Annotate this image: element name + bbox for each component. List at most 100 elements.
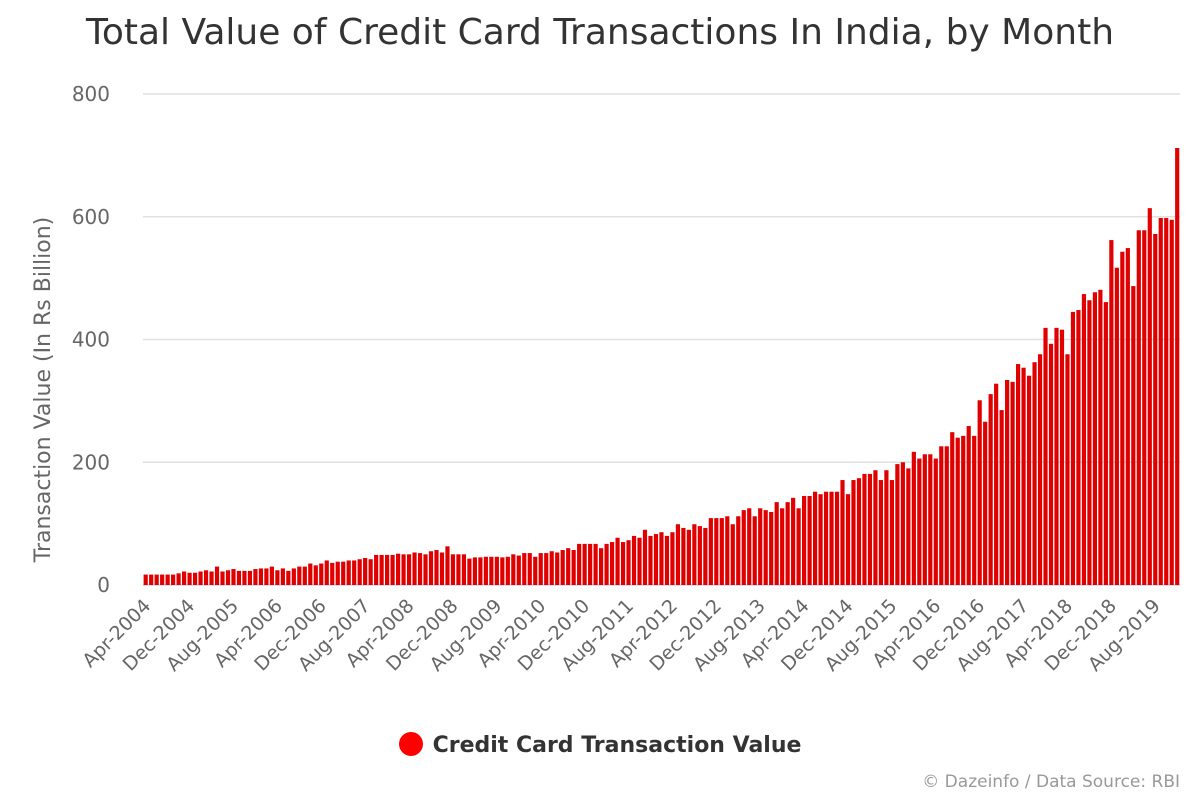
bar xyxy=(895,464,900,585)
bar xyxy=(1076,310,1081,585)
bar xyxy=(829,491,834,585)
bar xyxy=(439,552,445,585)
bar xyxy=(1142,230,1147,585)
bar xyxy=(203,570,209,585)
bar xyxy=(966,426,971,585)
bar xyxy=(417,553,423,585)
bar xyxy=(807,496,812,585)
bar xyxy=(994,383,999,585)
bar xyxy=(637,537,642,585)
bar xyxy=(917,458,922,585)
bar xyxy=(214,566,220,585)
chart-title: Total Value of Credit Card Transactions … xyxy=(85,12,1115,53)
bar xyxy=(582,543,587,585)
legend-marker xyxy=(398,732,423,756)
bar xyxy=(840,480,845,585)
bar xyxy=(769,511,774,585)
bar xyxy=(165,574,170,585)
bar xyxy=(390,554,395,585)
bar xyxy=(681,527,686,585)
bar xyxy=(516,555,521,585)
bar xyxy=(423,554,428,585)
bar xyxy=(780,508,785,585)
legend[interactable]: Credit Card Transaction Value xyxy=(0,732,1200,758)
bar xyxy=(297,566,302,585)
bar xyxy=(577,543,582,585)
bar xyxy=(247,570,253,585)
bar xyxy=(1048,343,1054,585)
bar xyxy=(1005,380,1010,585)
bar xyxy=(675,524,681,585)
bar xyxy=(774,502,779,585)
bar xyxy=(922,454,927,585)
bar xyxy=(1164,217,1169,586)
bar xyxy=(489,556,494,585)
bar xyxy=(456,554,461,585)
bar xyxy=(747,508,752,585)
bar xyxy=(1065,354,1070,585)
bar xyxy=(961,435,966,585)
bar xyxy=(483,556,488,585)
bar xyxy=(758,508,763,585)
bar xyxy=(467,558,472,585)
bar xyxy=(198,571,203,585)
bar xyxy=(385,554,390,585)
bar xyxy=(730,524,735,585)
bar xyxy=(818,494,823,585)
bar xyxy=(511,554,516,585)
bar xyxy=(725,516,730,585)
bar xyxy=(988,394,993,585)
bar xyxy=(445,546,450,585)
y-tick-label: 400 xyxy=(72,328,110,352)
bar xyxy=(253,569,258,585)
bar xyxy=(1114,267,1119,585)
bar xyxy=(1043,327,1048,585)
bar xyxy=(231,569,236,585)
bar xyxy=(154,574,159,585)
bar xyxy=(697,526,702,585)
bar xyxy=(763,510,768,585)
bar xyxy=(434,550,439,585)
bar xyxy=(642,529,648,585)
bar xyxy=(538,553,543,585)
bar xyxy=(412,552,417,585)
bar xyxy=(1120,251,1125,585)
bar xyxy=(609,542,615,585)
bar xyxy=(225,570,231,585)
bar xyxy=(791,497,796,585)
bar xyxy=(401,554,406,585)
bar xyxy=(450,554,456,585)
bar xyxy=(192,572,198,585)
bar xyxy=(1021,367,1026,585)
bar xyxy=(845,494,851,585)
bar xyxy=(555,552,560,585)
bar xyxy=(319,563,324,585)
bar xyxy=(544,553,549,585)
bar xyxy=(324,560,329,585)
bar xyxy=(428,551,434,585)
bar xyxy=(549,551,554,585)
bar xyxy=(1032,362,1037,585)
bar xyxy=(160,574,165,585)
bar xyxy=(363,557,368,585)
bar xyxy=(302,566,307,585)
bar xyxy=(620,542,626,585)
bar xyxy=(1081,294,1087,585)
bar xyxy=(884,470,889,585)
bar xyxy=(1153,233,1158,585)
bar xyxy=(236,570,242,585)
bar xyxy=(1103,302,1108,585)
bar xyxy=(308,563,313,585)
bar xyxy=(1175,148,1180,585)
bar xyxy=(500,557,505,585)
bar xyxy=(862,473,867,585)
bar xyxy=(928,454,933,585)
y-tick-label: 800 xyxy=(72,82,110,106)
bar xyxy=(873,470,878,585)
y-axis-label: Transaction Value (In Rs Billion) xyxy=(31,217,56,564)
bar xyxy=(171,574,176,585)
bar xyxy=(560,550,565,585)
bar xyxy=(900,462,905,585)
bar xyxy=(615,537,620,585)
